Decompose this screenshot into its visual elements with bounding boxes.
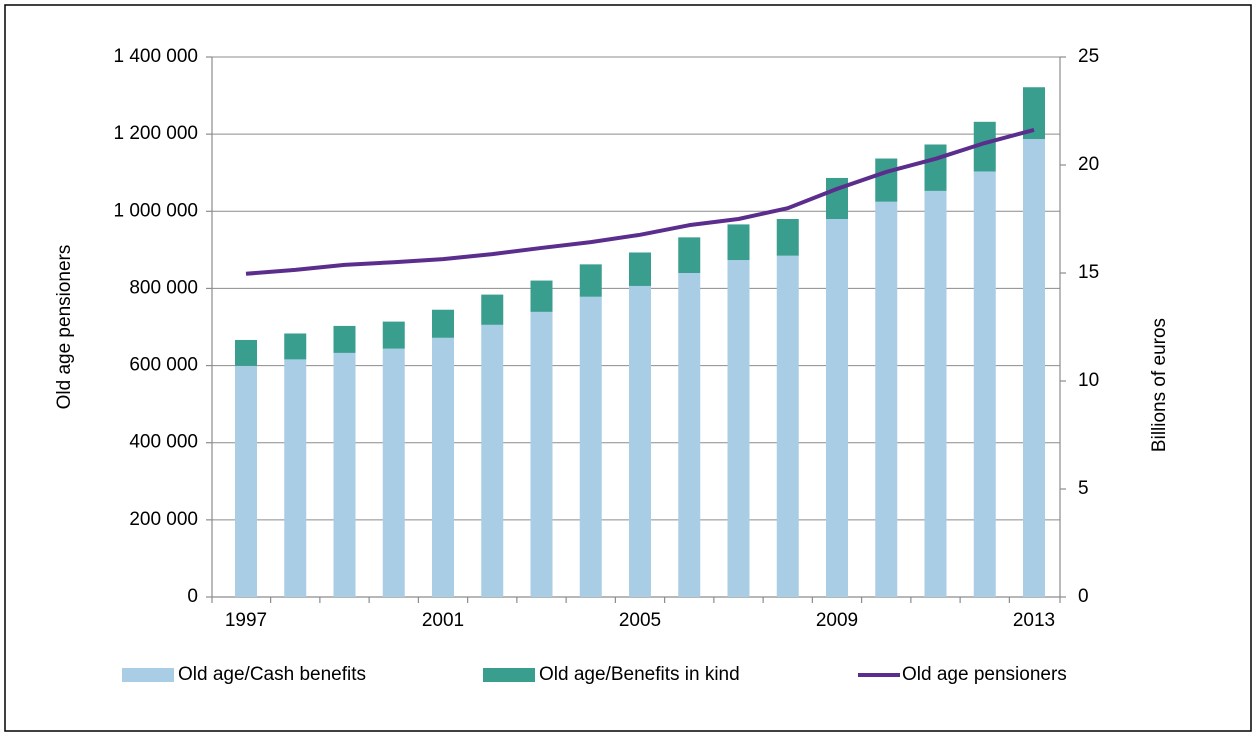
- y-tick-label: 0: [187, 586, 198, 607]
- bar: [776, 219, 799, 256]
- bar: [284, 333, 307, 360]
- x-tick-label: 2009: [816, 610, 858, 631]
- bar: [875, 201, 898, 597]
- bar: [924, 144, 947, 191]
- legend-swatch: [122, 668, 174, 682]
- y-tick-label: 1 200 000: [113, 123, 198, 144]
- bar: [333, 325, 356, 353]
- bar: [727, 224, 750, 261]
- legend-label: Old age pensioners: [902, 664, 1067, 685]
- bar: [973, 171, 996, 598]
- bar: [678, 273, 701, 597]
- bar: [432, 337, 454, 597]
- line: [245, 127, 1035, 276]
- bar: [530, 311, 553, 597]
- y2-tick-label: 15: [1078, 262, 1099, 283]
- bar: [530, 280, 553, 312]
- x-tick-label: 2001: [422, 610, 464, 631]
- y2-axis-title: Billions of euros: [1149, 318, 1170, 452]
- bar: [333, 352, 356, 597]
- x-tick-label: 2013: [1013, 610, 1055, 631]
- y-tick-label: 1 000 000: [113, 200, 198, 221]
- y-tick-label: 800 000: [129, 277, 198, 298]
- y2-tick-label: 20: [1078, 154, 1099, 175]
- bar: [826, 219, 848, 597]
- y-axis-title: Old age pensioners: [54, 245, 75, 410]
- bar: [284, 359, 307, 597]
- bar: [579, 296, 602, 597]
- bar: [727, 260, 750, 597]
- bar: [481, 324, 504, 597]
- bar: [382, 348, 405, 597]
- bar: [235, 365, 257, 597]
- bar: [579, 264, 602, 297]
- bar: [235, 339, 257, 366]
- bar: [875, 158, 898, 202]
- bar: [1023, 139, 1045, 597]
- y-tick-label: 400 000: [129, 432, 198, 453]
- y-tick-label: 200 000: [129, 509, 198, 530]
- bar: [973, 121, 996, 172]
- bar: [678, 237, 701, 273]
- x-tick-label: 2005: [619, 610, 661, 631]
- legend-label: Old age/Cash benefits: [178, 664, 366, 685]
- bar: [481, 294, 504, 325]
- y2-tick-label: 0: [1078, 586, 1089, 607]
- y-tick-label: 600 000: [129, 355, 198, 376]
- y-tick-label: 1 400 000: [113, 46, 198, 67]
- bar: [382, 321, 405, 349]
- bar: [629, 252, 651, 286]
- y2-tick-label: 10: [1078, 370, 1099, 391]
- bar: [924, 190, 947, 598]
- x-tick-label: 1997: [225, 610, 267, 631]
- bar: [776, 255, 799, 597]
- y2-tick-label: 25: [1078, 46, 1099, 67]
- legend-swatch: [483, 668, 535, 682]
- bar: [432, 309, 454, 338]
- bar: [1023, 87, 1045, 140]
- bar: [629, 285, 651, 597]
- legend-label: Old age/Benefits in kind: [539, 664, 740, 685]
- bar: [826, 177, 848, 219]
- y2-tick-label: 5: [1078, 478, 1089, 499]
